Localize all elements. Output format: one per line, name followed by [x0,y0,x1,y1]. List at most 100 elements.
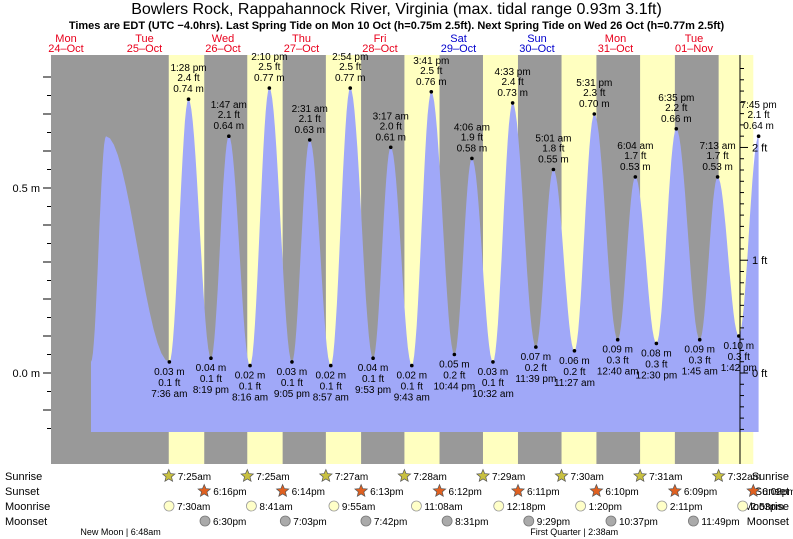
tide-point [534,345,538,349]
tide-point [307,138,312,142]
day-name: Tue [685,33,704,45]
sunset-star-icon [275,483,290,498]
high-tide-time: 6:35 pm [658,93,694,104]
high-tide-m: 0.64 m [214,121,245,132]
moonrise-time: 2:11pm [670,502,703,513]
high-tide-time: 1:47 am [211,100,247,111]
moonrise-icon [656,500,668,512]
low-tide-time: 9:43 am [394,393,430,404]
high-tide-m: 0.77 m [335,73,366,84]
tide-point [572,349,577,353]
tide-point [290,360,294,364]
sunset-star-icon [510,483,526,498]
sunrise-star-icon [161,468,176,483]
tide-point [429,90,434,94]
low-tide-m: 0.02 m [315,371,346,382]
moon-phase-label: First Quarter | 2:38am [530,527,618,537]
high-tide-ft: 2.1 ft [299,114,321,125]
moonset-time: 11:49pm [701,517,739,528]
low-tide-time: 9:53 pm [355,385,391,396]
low-tide-time: 8:57 am [313,393,349,404]
high-tide-m: 0.64 m [743,121,774,132]
high-tide-ft: 2.0 ft [380,121,402,132]
row-label-right: Sunrise [752,471,789,483]
sunset-time: 6:13pm [370,487,403,498]
low-tide-m: 0.04 m [196,363,227,374]
low-tide-time: 7:36 am [151,389,187,400]
tide-point [209,356,213,361]
low-tide-m: 0.10 m [724,341,755,352]
high-tide-m: 0.70 m [579,99,610,110]
day-date: 28–Oct [362,43,397,55]
day-name: Thu [292,33,311,45]
sunrise-star-icon [633,468,648,483]
tide-point [371,356,375,361]
high-tide-ft: 1.7 ft [624,151,646,162]
day-date: 25–Oct [127,43,162,55]
high-tide-m: 0.66 m [661,114,692,125]
high-tide-ft: 2.1 ft [747,110,769,121]
low-tide-m: 0.04 m [358,363,389,374]
tide-point [348,86,353,90]
low-tide-m: 0.05 m [439,360,470,371]
low-tide-m: 0.03 m [154,367,185,378]
moonrise-time: 8:41am [259,502,292,513]
moonset-time: 9:29pm [537,517,570,528]
low-tide-ft: 0.1 ft [482,378,504,389]
ft-tick-label: 1 ft [752,255,767,267]
tide-point [491,360,495,364]
high-tide-time: 5:01 am [535,134,571,145]
moonset-time: 7:03pm [293,517,326,528]
moonset-time: 10:37pm [619,517,658,528]
low-tide-ft: 0.2 ft [525,363,547,374]
moonrise-time: 9:55am [342,502,375,513]
moonrise-icon [246,500,257,512]
moonrise-icon [737,500,749,512]
low-tide-time: 8:16 am [232,393,268,404]
high-tide-ft: 2.4 ft [502,77,524,88]
moonset-time: 6:30pm [213,517,246,528]
row-label-left: Moonrise [5,501,50,513]
high-tide-m: 0.53 m [702,162,733,173]
sunset-time: 6:12pm [449,487,482,498]
tide-point [715,175,720,179]
tide-point [227,134,231,138]
tide-point [615,337,620,342]
sunrise-time: 7:32am [728,472,761,483]
m-tick-label: 0.0 m [12,368,40,380]
high-tide-ft: 1.7 ft [706,151,728,162]
m-tick-label: 0.5 m [12,183,40,195]
high-tide-ft: 2.4 ft [177,73,199,84]
moonrise-time: 7:30am [177,502,210,513]
sunrise-time: 7:25am [256,472,289,483]
low-tide-ft: 0.1 ft [239,382,261,393]
sunset-star-icon [432,483,447,498]
moonset-time: 8:31pm [455,517,488,528]
high-tide-time: 7:45 pm [741,100,777,111]
moonrise-time: 1:20pm [589,502,622,513]
low-tide-ft: 0.3 ft [728,352,750,363]
day-date: 01–Nov [675,43,713,55]
low-tide-ft: 0.1 ft [200,374,222,385]
sunrise-time: 7:30am [571,472,604,483]
tide-point [674,127,679,131]
tide-area [91,88,759,432]
day-date: 30–Oct [519,43,554,55]
day-name: Wed [212,33,234,45]
low-tide-ft: 0.1 ft [362,374,384,385]
day-date: 29–Oct [441,43,476,55]
high-tide-m: 0.73 m [497,88,528,99]
moonrise-icon [493,500,505,512]
tide-point [267,86,272,90]
high-tide-time: 3:17 am [373,111,409,122]
sunrise-star-icon [397,468,412,483]
moonrise-icon [411,500,422,512]
high-tide-m: 0.55 m [538,155,569,166]
low-tide-time: 10:44 pm [434,382,476,393]
sunrise-time: 7:29am [492,472,525,483]
low-tide-ft: 0.3 ft [607,356,629,367]
low-tide-time: 12:40 am [597,367,639,378]
moon-phase-label: New Moon | 6:48am [80,527,160,537]
sunset-time: 6:09pm [684,487,717,498]
moonset-time: 7:42pm [374,517,407,528]
